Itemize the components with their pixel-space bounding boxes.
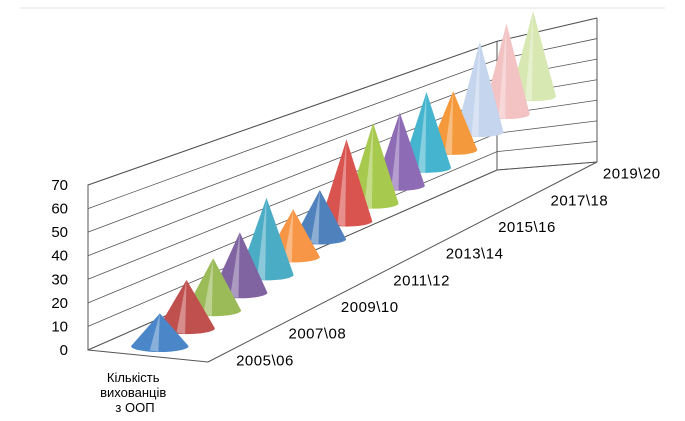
gridline-60 bbox=[87, 59, 498, 209]
floor-right-edge bbox=[207, 161, 598, 363]
cone-body bbox=[131, 313, 189, 353]
y-tick-label: 40 bbox=[51, 248, 68, 265]
cone-highlight bbox=[283, 209, 294, 263]
y-tick-label: 50 bbox=[51, 224, 68, 241]
cone-body bbox=[320, 139, 373, 227]
series-label-line-2: вихованців bbox=[100, 385, 166, 400]
x-axis-ticks: 2005\06 2007\08 2009\10 2011\12 2013\14 2015\… bbox=[236, 166, 661, 370]
y-axis-ticks: 0 10 20 30 40 50 60 70 bbox=[51, 177, 68, 359]
floor-front-edge bbox=[87, 349, 209, 363]
cone-body bbox=[158, 279, 215, 335]
y-tick-label: 10 bbox=[51, 318, 68, 335]
cone-body bbox=[239, 197, 294, 281]
cone-body bbox=[483, 23, 530, 120]
cone-highlight bbox=[203, 258, 214, 317]
gridline-back-10 bbox=[496, 141, 598, 153]
y-tick-label: 70 bbox=[51, 177, 68, 194]
cone-highlight bbox=[257, 197, 267, 281]
cone-body bbox=[293, 190, 347, 245]
cone-highlight bbox=[310, 190, 320, 245]
cone-highlight bbox=[337, 139, 347, 227]
series-label: Кількість вихованців з ООП bbox=[100, 370, 170, 415]
cone-2005\06 bbox=[131, 313, 189, 353]
cone-2009\10 bbox=[239, 197, 294, 281]
cone-2012\13 bbox=[320, 139, 373, 227]
cone-highlight bbox=[498, 23, 507, 119]
cone-highlight bbox=[391, 112, 400, 191]
cone-body bbox=[401, 91, 452, 173]
cone-body bbox=[212, 232, 268, 299]
y-tick-label: 30 bbox=[51, 271, 68, 288]
series-label-line-3: з ООП bbox=[115, 400, 154, 415]
x-tick-label: 2007\08 bbox=[289, 326, 347, 343]
cone-2006\07 bbox=[158, 279, 215, 335]
cone-2015\16 bbox=[401, 91, 452, 173]
cone-2019\20 bbox=[510, 11, 556, 102]
x-tick-label: 2015\16 bbox=[498, 219, 556, 236]
y-tick-label: 60 bbox=[51, 201, 68, 218]
cone-body bbox=[510, 11, 556, 102]
cone-highlight bbox=[176, 279, 187, 335]
cone-highlight bbox=[471, 41, 480, 137]
gridline-70 bbox=[87, 40, 498, 186]
cone-series bbox=[131, 11, 556, 353]
back-wall-outline bbox=[87, 40, 498, 351]
x-tick-label: 2013\14 bbox=[446, 246, 504, 263]
gridline-back-20 bbox=[496, 120, 598, 134]
x-tick-label: 2017\18 bbox=[551, 192, 609, 209]
x-tick-label: 2011\12 bbox=[393, 272, 450, 289]
cone-2018\19 bbox=[483, 23, 530, 120]
x-tick-label: 2009\10 bbox=[341, 299, 399, 316]
cone-highlight bbox=[364, 122, 374, 209]
y-tick-label: 0 bbox=[60, 342, 68, 359]
cone-highlight bbox=[230, 232, 240, 299]
gridline-back-70 bbox=[496, 17, 598, 42]
cone-2017\18 bbox=[456, 41, 504, 137]
cone-highlight bbox=[525, 11, 534, 102]
cone-highlight bbox=[149, 313, 160, 352]
cone-2011\12 bbox=[293, 190, 347, 245]
x-tick-label: 2005\06 bbox=[236, 352, 294, 369]
gridline-back-0 bbox=[496, 161, 598, 171]
cone-body bbox=[456, 41, 504, 137]
cone-highlight bbox=[444, 91, 454, 155]
cone-highlight bbox=[417, 91, 427, 173]
cone-2008\09 bbox=[212, 232, 268, 299]
y-tick-label: 20 bbox=[51, 295, 68, 312]
x-tick-label: 2019\20 bbox=[603, 166, 661, 183]
series-label-line-1: Кількість bbox=[107, 370, 160, 385]
